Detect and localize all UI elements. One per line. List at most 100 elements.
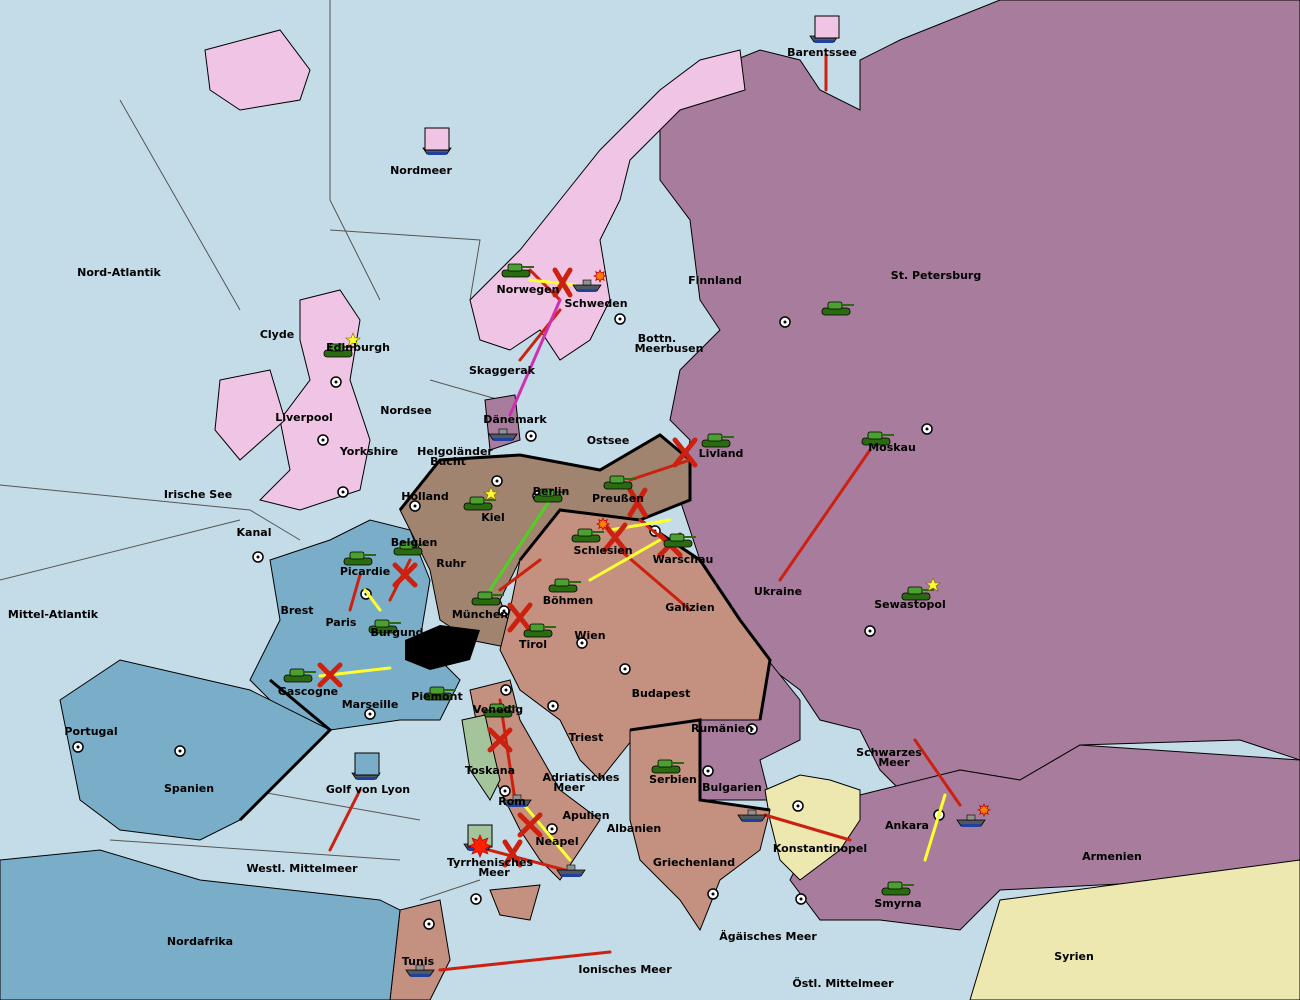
ship-icon[interactable] bbox=[405, 964, 435, 977]
tank-icon[interactable] bbox=[548, 578, 581, 593]
star-icon bbox=[925, 577, 941, 592]
region-label: Liverpool bbox=[275, 411, 333, 424]
tank-icon[interactable] bbox=[471, 591, 504, 606]
tank-icon[interactable] bbox=[368, 619, 401, 634]
tank-icon[interactable] bbox=[523, 623, 556, 638]
ship-icon[interactable] bbox=[737, 809, 767, 822]
region-label: Östl. Mittelmeer bbox=[792, 976, 894, 990]
region-label: Schlesien bbox=[573, 544, 632, 557]
region-label: Bottn. bbox=[638, 332, 676, 345]
region-label: Toskana bbox=[465, 764, 515, 777]
region-label: Kiel bbox=[481, 511, 505, 524]
region-label: Venedig bbox=[473, 703, 523, 716]
power-borders bbox=[238, 433, 772, 822]
region-label: Böhmen bbox=[543, 594, 594, 607]
tank-icon[interactable] bbox=[663, 533, 696, 548]
region-label: Portugal bbox=[64, 725, 117, 738]
explosion-icon bbox=[595, 516, 611, 532]
region-label: Armenien bbox=[1082, 850, 1142, 863]
explosion-icon bbox=[976, 802, 992, 818]
region-label: Warschau bbox=[653, 553, 714, 566]
ship-icon[interactable] bbox=[488, 428, 518, 441]
region-label: Budapest bbox=[632, 687, 691, 700]
region-label: Nord-Atlantik bbox=[77, 266, 161, 279]
region-label: Moskau bbox=[868, 441, 916, 454]
region-label: Meerbusen bbox=[635, 342, 704, 355]
region-sizilien[interactable] bbox=[489, 884, 541, 921]
explosion-icon bbox=[467, 833, 493, 859]
region-label: Rumänien bbox=[691, 722, 753, 735]
region-label: Norwegen bbox=[497, 283, 560, 296]
region-label: Rom bbox=[498, 795, 526, 808]
region-labels: Barentssee Nordmeer Nord-Atlantik Norwegen S… bbox=[8, 46, 1142, 990]
region-russia[interactable] bbox=[659, 0, 1300, 791]
region-label: Nordmeer bbox=[390, 164, 452, 177]
star-icon bbox=[345, 332, 361, 347]
tank-icon[interactable] bbox=[901, 586, 934, 601]
ship-icon[interactable] bbox=[956, 814, 986, 827]
region-label: Triest bbox=[569, 731, 604, 744]
tank-icon[interactable] bbox=[463, 496, 496, 511]
tank-icon[interactable] bbox=[701, 433, 734, 448]
region-label: Livland bbox=[699, 447, 744, 460]
tank-icon[interactable] bbox=[323, 343, 356, 358]
ship-icon[interactable] bbox=[556, 864, 586, 877]
sea-borders bbox=[0, 0, 501, 901]
region-label: Albanien bbox=[607, 822, 661, 835]
region-label: Bucht bbox=[430, 455, 466, 468]
ship-icon[interactable] bbox=[572, 279, 602, 292]
region-turkey[interactable] bbox=[789, 744, 1300, 931]
ship-icon[interactable] bbox=[502, 794, 532, 807]
region-nordafrika[interactable] bbox=[0, 849, 401, 1000]
region-label: Berlin bbox=[533, 485, 570, 498]
region-label: Tirol bbox=[519, 638, 547, 651]
region-label: Syrien bbox=[1054, 950, 1094, 963]
region-label: Konstantinopel bbox=[773, 842, 867, 855]
region-toskana[interactable] bbox=[461, 714, 501, 801]
region-label: Clyde bbox=[260, 328, 294, 341]
region-label: Meer bbox=[878, 756, 910, 769]
region-iceland[interactable] bbox=[204, 29, 311, 111]
region-label: Belgien bbox=[391, 536, 438, 549]
tank-icon[interactable] bbox=[483, 703, 516, 718]
tank-icon[interactable] bbox=[423, 686, 456, 701]
supply-centers bbox=[72, 313, 945, 930]
region-label: Nordsee bbox=[380, 404, 432, 417]
tank-icon[interactable] bbox=[821, 301, 854, 316]
region-label: Spanien bbox=[164, 782, 214, 795]
tank-icon[interactable] bbox=[393, 541, 426, 556]
star-icon bbox=[483, 486, 499, 501]
tank-icon[interactable] bbox=[861, 431, 894, 446]
region-label: Helgoländer bbox=[417, 445, 493, 458]
region-label: Galizien bbox=[665, 601, 714, 614]
region-label: Golf von Lyon bbox=[326, 783, 410, 796]
region-label: Skaggerak bbox=[469, 364, 536, 377]
region-label: Schwarzes bbox=[856, 746, 922, 759]
tank-icon[interactable] bbox=[651, 759, 684, 774]
tank-icon[interactable] bbox=[533, 488, 566, 503]
region-label: Smyrna bbox=[874, 897, 921, 910]
region-label: Dänemark bbox=[483, 413, 547, 426]
tank-icon[interactable] bbox=[603, 475, 636, 490]
region-label: Nordafrika bbox=[167, 935, 233, 948]
region-ireland[interactable] bbox=[214, 369, 286, 461]
region-label: Serbien bbox=[649, 773, 697, 786]
region-label: Wien bbox=[574, 629, 605, 642]
region-syrien[interactable] bbox=[969, 859, 1300, 1000]
region-schweiz bbox=[405, 625, 480, 670]
region-label: Yorkshire bbox=[339, 445, 398, 458]
tank-icon[interactable] bbox=[501, 263, 534, 278]
region-label: St. Petersburg bbox=[891, 269, 981, 282]
region-label: Burgund bbox=[370, 626, 423, 639]
tank-icon[interactable] bbox=[571, 528, 604, 543]
region-label: Ostsee bbox=[587, 434, 630, 447]
region-label: Ukraine bbox=[754, 585, 802, 598]
region-scandinavia[interactable] bbox=[469, 49, 746, 361]
region-label: Edinburgh bbox=[326, 341, 390, 354]
tank-icon[interactable] bbox=[343, 551, 376, 566]
tank-icon[interactable] bbox=[881, 881, 914, 896]
retreat-box bbox=[424, 127, 450, 151]
region-label: Preußen bbox=[592, 492, 644, 505]
tank-icon[interactable] bbox=[283, 668, 316, 683]
